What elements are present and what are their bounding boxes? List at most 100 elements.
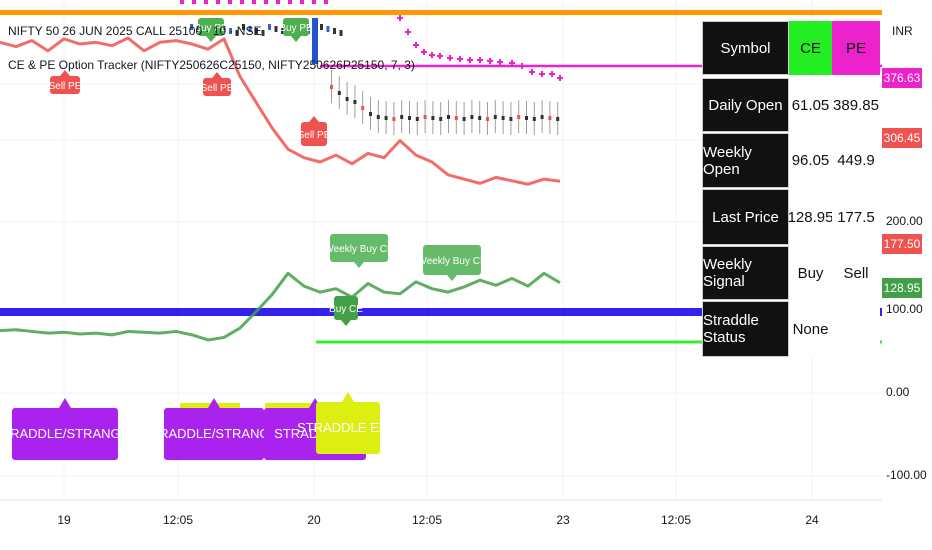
candle <box>423 115 427 119</box>
table-row-label: Last Price <box>702 189 789 245</box>
y-tick-label: 100.00 <box>886 302 923 316</box>
table-cell-pe <box>832 301 880 357</box>
buy-pe-marker-2-box <box>283 18 309 36</box>
buy-pe-marker-1-label: Buy PE <box>194 23 228 34</box>
series-line-pe <box>0 36 561 186</box>
buy-pe-marker-2: Buy PE <box>279 18 313 42</box>
weekly-buy-ce-marker-1: Weekly Buy CE <box>324 234 394 268</box>
indicator-title[interactable]: CE & PE Option Tracker (NIFTY250626C2515… <box>8 58 415 72</box>
candle <box>369 112 372 116</box>
candle <box>384 116 388 120</box>
candle <box>532 117 536 121</box>
x-tick-label: 23 <box>556 513 570 527</box>
candle <box>486 117 489 121</box>
y-tick-label: 200.00 <box>886 214 923 228</box>
buy-ce-marker-box <box>334 296 358 320</box>
candle <box>439 117 443 121</box>
table-cell-ce: 61.05 <box>789 78 832 132</box>
sell-pe-marker-1: Sell PE <box>49 70 82 94</box>
straddle-marker-1-box <box>12 408 118 460</box>
series-line-ce <box>0 271 561 342</box>
candle <box>470 115 474 119</box>
candle <box>431 116 435 120</box>
table-cell-ce: None <box>789 301 832 357</box>
pe-level-dot <box>300 0 304 4</box>
sell-pe-marker-2-label: Sell PE <box>201 83 234 94</box>
candle <box>261 30 265 36</box>
table-row-label: Straddle Status <box>702 301 789 357</box>
candle <box>268 24 271 30</box>
pe-marker-cross <box>437 53 443 59</box>
candle <box>400 115 404 119</box>
pe-marker-cross <box>413 42 419 48</box>
table-row-label: Weekly Signal <box>702 246 789 300</box>
pe-marker-cross <box>477 57 483 63</box>
pe-marker-cross <box>539 71 545 77</box>
pe-marker-cross <box>397 15 403 21</box>
pe-marker-cross <box>497 59 503 65</box>
pe-level-dot <box>288 0 292 4</box>
weekly-buy-ce-marker-2: Weekly Buy CE <box>417 245 487 281</box>
sell-pe-marker-3-pointer <box>309 116 319 122</box>
table-cell-ce: 128.95 <box>788 189 833 245</box>
straddle-marker-2-box <box>164 408 264 460</box>
pe-marker-cross <box>429 52 435 58</box>
candle <box>345 97 349 101</box>
pe-level-dot <box>312 0 316 4</box>
table-cell-pe: Sell <box>832 246 880 300</box>
sell-pe-marker-3-box <box>301 122 327 146</box>
sell-pe-marker-3: Sell PE <box>298 116 331 146</box>
candle <box>415 117 419 121</box>
y-tick-label: -100.00 <box>886 468 927 482</box>
pe-marker-cross <box>405 29 411 35</box>
buy-pe-marker-2-pointer <box>291 36 301 42</box>
candle <box>337 91 341 95</box>
sell-pe-marker-1-box <box>50 76 80 94</box>
pe-last-price-label: 177.50 <box>882 234 922 254</box>
weekly-buy-ce-marker-2-pointer <box>447 275 457 281</box>
straddle-marker-1-pointer <box>59 398 71 408</box>
table-cell-pe: 177.5 <box>832 189 880 245</box>
sell-pe-marker-1-label: Sell PE <box>49 81 82 92</box>
blue-level-line <box>0 308 882 316</box>
x-tick-label: 19 <box>57 513 71 527</box>
straddle-exit-marker-label: STRADDLE EXIT <box>297 420 399 435</box>
candle <box>320 24 323 30</box>
weekly-buy-ce-marker-2-box <box>423 245 481 275</box>
table-row-label: Daily Open <box>702 78 789 132</box>
candle <box>509 117 513 121</box>
orange-level-line <box>0 10 882 15</box>
table-cell-pe: 449.9 <box>832 133 880 188</box>
pe-marker-cross <box>457 56 463 62</box>
candle <box>454 116 458 120</box>
pe-level-dot <box>192 0 196 4</box>
candle <box>333 28 336 34</box>
buy-pe-marker-1: Buy PE <box>194 18 228 42</box>
candle <box>493 115 497 119</box>
candle <box>235 30 239 36</box>
pe-top-price-label: 376.63 <box>882 68 922 88</box>
table-header-symbol: Symbol <box>702 21 789 75</box>
x-tick-label: 12:05 <box>162 513 194 527</box>
pe-level-dot <box>324 0 328 4</box>
candle <box>274 26 278 32</box>
ce-last-price-label: 128.95 <box>882 278 922 298</box>
weekly-buy-ce-marker-1-box <box>330 234 388 262</box>
candle <box>330 85 333 89</box>
x-tick-label: 12:05 <box>660 513 692 527</box>
pe-mid-price-label: 306.45 <box>882 128 922 148</box>
weekly-buy-ce-marker-2-label: Weekly Buy CE <box>417 256 487 267</box>
candle <box>447 115 450 119</box>
straddle-exit-marker-box <box>316 402 380 454</box>
x-tick-label: 24 <box>805 513 819 527</box>
buy-ce-marker: Buy CE <box>329 296 363 326</box>
straddle-marker-2-pointer <box>208 398 220 408</box>
buy-pe-marker-1-box <box>198 18 224 36</box>
pe-marker-cross <box>557 75 563 81</box>
pe-marker-cross <box>487 58 493 64</box>
symbol-title[interactable]: NIFTY 50 26 JUN 2025 CALL 25100 · 10 · N… <box>8 24 262 38</box>
sell-pe-marker-2-box <box>203 78 231 96</box>
candle <box>190 24 193 30</box>
sell-pe-marker-1-pointer <box>60 70 70 76</box>
sell-pe-marker-3-label: Sell PE <box>298 130 331 141</box>
